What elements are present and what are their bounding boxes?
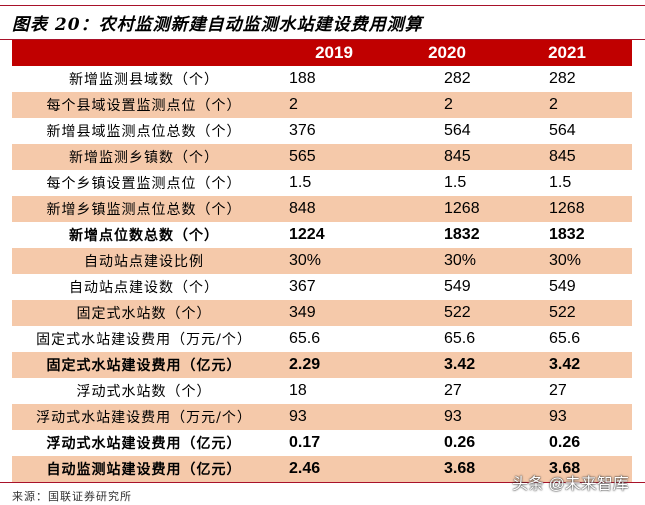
row-label: 新增乡镇监测点位总数（个） xyxy=(12,196,276,222)
figure-title: 图表 20：农村监测新建自动监测水站建设费用测算 xyxy=(12,15,423,35)
table-row: 新增县域监测点位总数（个） 376 564 564 xyxy=(12,118,632,144)
value-cell-2019: 565 xyxy=(276,144,392,170)
row-label: 固定式水站建设费用（亿元） xyxy=(12,352,276,378)
table-header-row: 2019 2020 2021 xyxy=(12,40,632,66)
value-cell-2020: 522 xyxy=(392,300,502,326)
source-note: 来源：国联证券研究所 xyxy=(12,490,132,503)
value-cell-2020: 549 xyxy=(444,278,471,295)
table-row: 每个乡镇设置监测点位（个） 1.5 1.5 1.5 xyxy=(12,170,632,196)
row-label: 浮动式水站建设费用（万元/个） xyxy=(12,404,276,430)
row-label: 新增监测县域数（个） xyxy=(69,72,219,88)
value-cell-2020: 0.26 xyxy=(444,434,476,451)
value-cell-2020: 1.5 xyxy=(444,174,467,191)
value-cell-2021: 1.5 xyxy=(549,174,572,191)
value-cell-2019: 30% xyxy=(276,248,392,274)
title-rule xyxy=(0,39,645,40)
value-cell-2019: 848 xyxy=(276,196,392,222)
table-row: 新增乡镇监测点位总数（个） 848 1268 1268 xyxy=(12,196,632,222)
table-row: 新增监测县域数（个） 188 282 282 xyxy=(12,66,632,92)
table-row: 每个县域设置监测点位（个） 2 2 2 xyxy=(12,92,632,118)
header-cell-2019: 2019 xyxy=(276,40,392,66)
value-cell-2019: 367 xyxy=(289,278,316,295)
value-cell-2020: 3.42 xyxy=(392,352,502,378)
value-cell-2020: 845 xyxy=(392,144,502,170)
header-cell-blank xyxy=(12,40,276,66)
value-cell-2021: 522 xyxy=(502,300,632,326)
value-cell-2019: 2 xyxy=(276,92,392,118)
value-cell-2021: 3.42 xyxy=(502,352,632,378)
value-cell-2021: 845 xyxy=(502,144,632,170)
row-label: 每个乡镇设置监测点位（个） xyxy=(46,176,242,192)
row-label: 浮动式水站数（个） xyxy=(76,384,212,400)
value-cell-2019: 376 xyxy=(289,122,316,139)
table-row: 新增监测乡镇数（个） 565 845 845 xyxy=(12,144,632,170)
value-cell-2021: 30% xyxy=(502,248,632,274)
value-cell-2019: 0.17 xyxy=(289,434,321,451)
watermark: 头条 @未来智库 xyxy=(512,476,629,493)
table-row: 新增点位数总数（个） 1224 1832 1832 xyxy=(12,222,632,248)
value-cell-2021: 65.6 xyxy=(549,330,581,347)
value-cell-2021: 1268 xyxy=(502,196,632,222)
table-row: 自动站点建设比例 30% 30% 30% xyxy=(12,248,632,274)
table-row: 自动站点建设数（个） 367 549 549 xyxy=(12,274,632,300)
top-rule xyxy=(0,5,645,6)
value-cell-2021: 27 xyxy=(549,382,567,399)
value-cell-2020: 282 xyxy=(444,70,471,87)
value-cell-2021: 282 xyxy=(549,70,576,87)
value-cell-2021: 93 xyxy=(502,404,632,430)
value-cell-2019: 18 xyxy=(289,382,307,399)
table-row: 固定式水站建设费用（亿元） 2.29 3.42 3.42 xyxy=(12,352,632,378)
row-label: 每个县域设置监测点位（个） xyxy=(12,92,276,118)
value-cell-2020: 3.68 xyxy=(392,456,502,482)
row-label: 固定式水站建设费用（万元/个） xyxy=(36,332,252,348)
table-row: 浮动式水站数（个） 18 27 27 xyxy=(12,378,632,404)
value-cell-2019: 93 xyxy=(276,404,392,430)
row-label: 自动站点建设数（个） xyxy=(69,280,219,296)
value-cell-2019: 188 xyxy=(289,70,316,87)
row-label: 自动站点建设比例 xyxy=(12,248,276,274)
row-label: 新增监测乡镇数（个） xyxy=(12,144,276,170)
value-cell-2019: 2.46 xyxy=(276,456,392,482)
value-cell-2019: 1224 xyxy=(289,226,325,243)
bottom-rule xyxy=(0,482,645,483)
value-cell-2020: 65.6 xyxy=(444,330,476,347)
value-cell-2021: 3.68 xyxy=(502,456,632,482)
value-cell-2020: 27 xyxy=(444,382,462,399)
value-cell-2019: 65.6 xyxy=(289,330,321,347)
value-cell-2020: 1268 xyxy=(392,196,502,222)
value-cell-2021: 564 xyxy=(549,122,576,139)
table-row: 浮动式水站建设费用（万元/个） 93 93 93 xyxy=(12,404,632,430)
table-row: 固定式水站建设费用（万元/个） 65.6 65.6 65.6 xyxy=(12,326,632,352)
value-cell-2020: 30% xyxy=(392,248,502,274)
value-cell-2019: 1.5 xyxy=(289,174,312,191)
table-row: 浮动式水站建设费用（亿元） 0.17 0.26 0.26 xyxy=(12,430,632,456)
row-label: 新增点位数总数（个） xyxy=(69,228,219,244)
row-label: 浮动式水站建设费用（亿元） xyxy=(46,436,242,452)
value-cell-2021: 549 xyxy=(549,278,576,295)
value-cell-2021: 0.26 xyxy=(549,434,581,451)
value-cell-2019: 349 xyxy=(276,300,392,326)
table-row: 固定式水站数（个） 349 522 522 xyxy=(12,300,632,326)
value-cell-2021: 2 xyxy=(502,92,632,118)
value-cell-2019: 2.29 xyxy=(276,352,392,378)
row-label: 自动监测站建设费用（亿元） xyxy=(12,456,276,482)
header-cell-2020: 2020 xyxy=(392,40,502,66)
value-cell-2020: 1832 xyxy=(444,226,480,243)
header-cell-2021: 2021 xyxy=(502,40,632,66)
table-row: 自动监测站建设费用（亿元） 2.46 3.68 3.68 xyxy=(12,456,632,482)
row-label: 固定式水站数（个） xyxy=(12,300,276,326)
value-cell-2020: 2 xyxy=(392,92,502,118)
value-cell-2021: 1832 xyxy=(549,226,585,243)
value-cell-2020: 564 xyxy=(444,122,471,139)
row-label: 新增县域监测点位总数（个） xyxy=(46,124,242,140)
value-cell-2020: 93 xyxy=(392,404,502,430)
cost-estimate-table: 2019 2020 2021 新增监测县域数（个） 188 282 282 每个县域设置… xyxy=(12,40,632,482)
